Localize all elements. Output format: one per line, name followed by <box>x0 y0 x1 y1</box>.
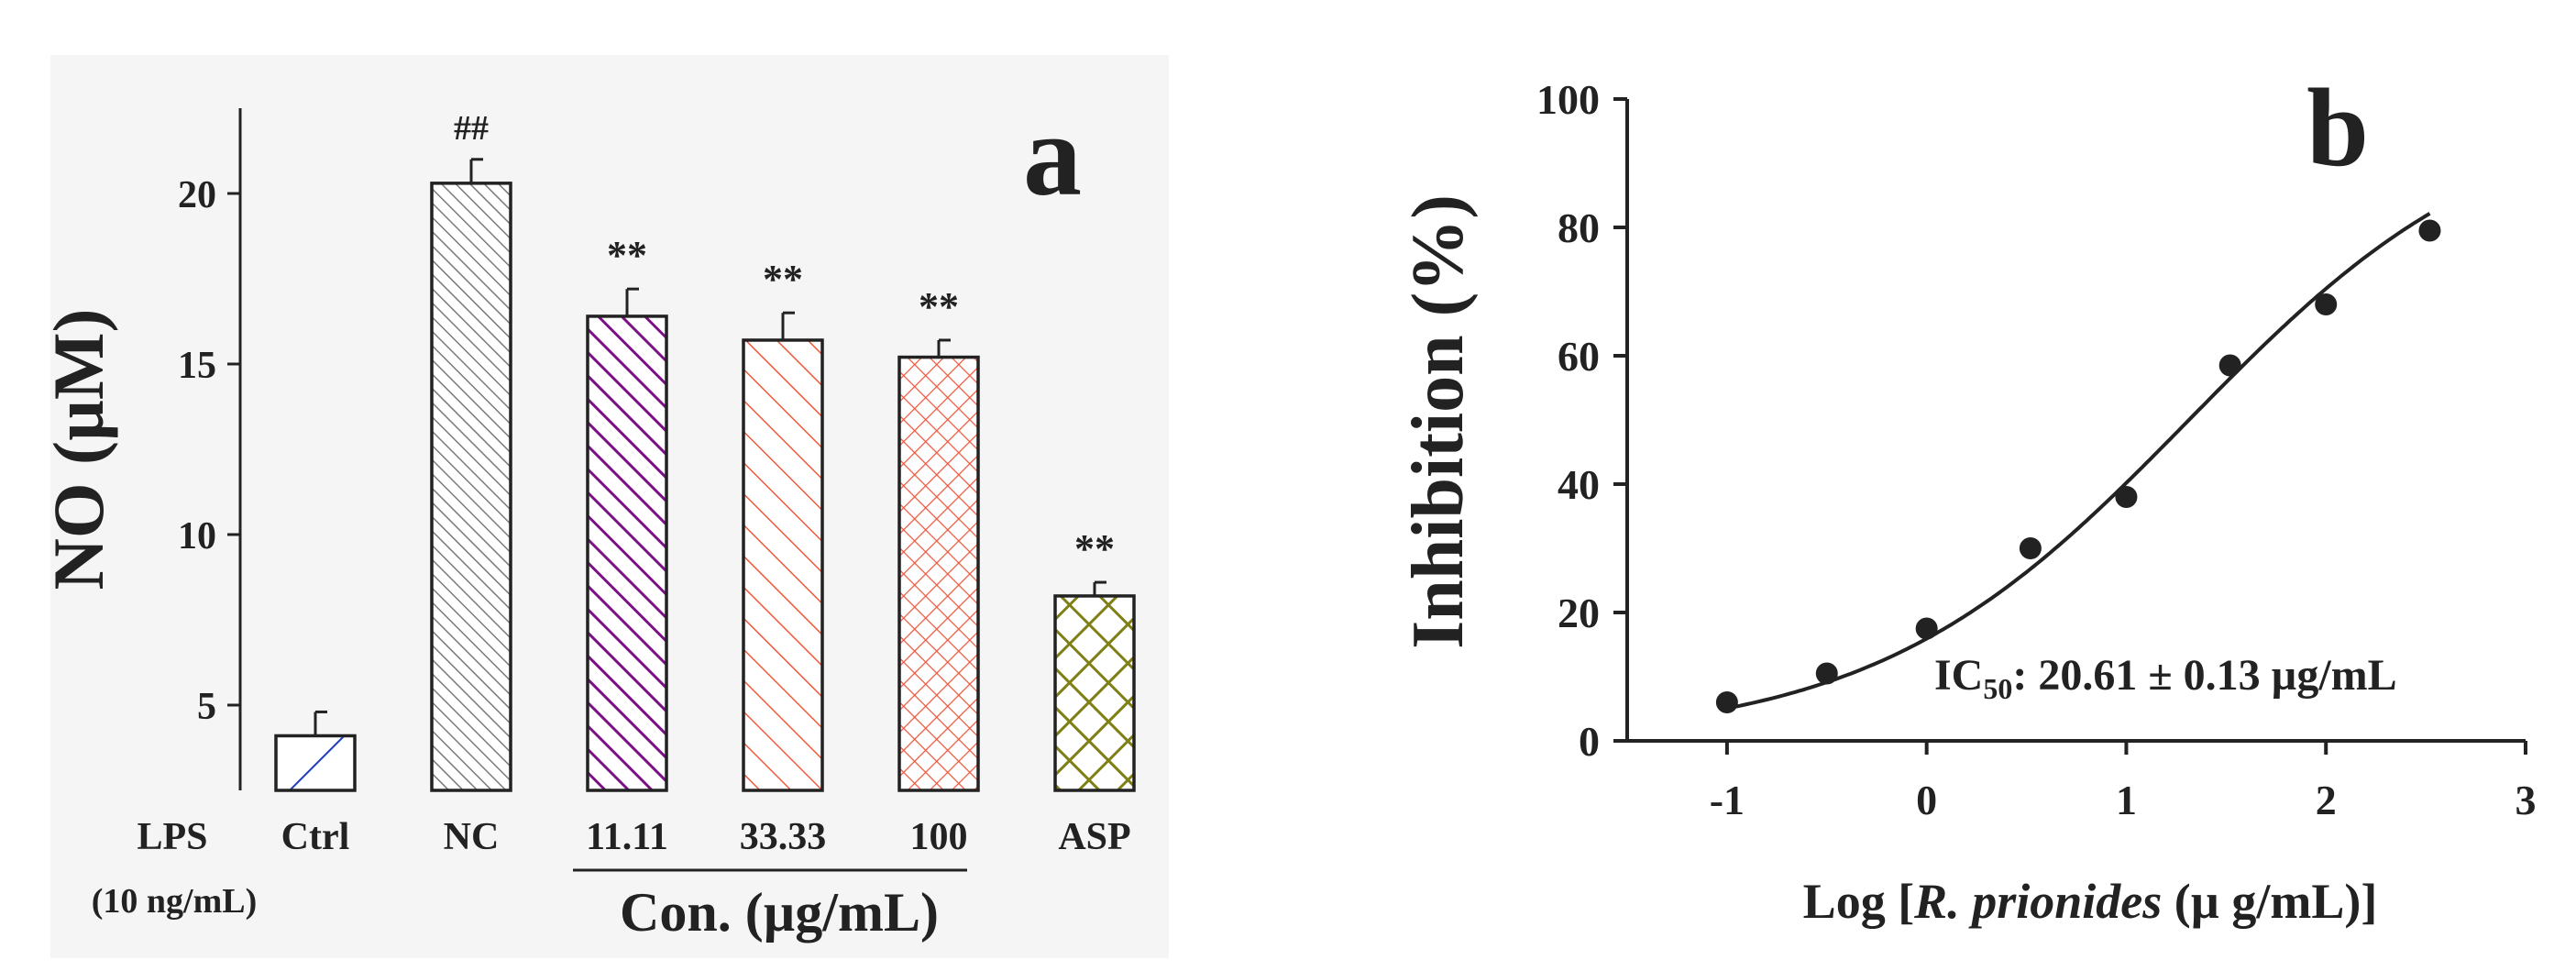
significance-marker: ** <box>1074 526 1115 571</box>
panel-a-y-tick-label: 20 <box>178 174 216 216</box>
panel-b-y-tick-label: 20 <box>1558 590 1600 636</box>
panel-b-y-tick-label: 80 <box>1558 204 1600 251</box>
significance-marker: ** <box>763 257 803 302</box>
panel-b-x-ticks: -1 0 1 2 3 <box>1710 741 2537 823</box>
fit-curve <box>1726 212 2431 711</box>
panel-b-y-tick-label: 100 <box>1536 76 1600 123</box>
panel-b-y-axis-label: Inhibition (%) <box>1398 194 1479 649</box>
bar <box>742 338 824 792</box>
panel-a-y-tick-label: 10 <box>178 515 216 557</box>
bar <box>430 182 512 792</box>
category-label: NC <box>444 816 500 858</box>
panel-b-y-tick-label: 60 <box>1558 333 1600 380</box>
panel-b-x-tick-label: -1 <box>1710 777 1745 823</box>
panel-b-x-tick-label: 0 <box>1916 777 1937 823</box>
data-point <box>2019 537 2042 559</box>
panel-a-y-tick-label: 15 <box>178 345 216 387</box>
lps-concentration: (10 ng/mL) <box>92 882 258 921</box>
panel-a: 5 10 15 20 Ctrl NC ## 11.11 ** 33.33 ** 100 ** ASP **… <box>39 55 1169 958</box>
lps-label: LPS <box>137 816 207 858</box>
bar <box>274 734 357 792</box>
significance-marker: ** <box>607 233 647 278</box>
panel-b-y-ticks: 0 20 40 60 80 100 <box>1536 76 1627 765</box>
data-point <box>2218 354 2241 377</box>
panel-b: 0 20 40 60 80 100 -1 0 1 2 3 Inhibition (%) b IC5… <box>1398 66 2537 929</box>
panel-a-bars: Ctrl NC ## 11.11 ** 33.33 ** 100 ** ASP ** <box>274 109 1136 858</box>
category-label: 11.11 <box>586 816 668 858</box>
category-label: Ctrl <box>281 816 350 858</box>
data-point <box>2115 486 2138 508</box>
category-label: 33.33 <box>740 816 827 858</box>
panel-a-y-axis-label: NO (µM) <box>39 308 118 590</box>
data-point <box>1715 691 1738 713</box>
bar <box>1053 594 1136 792</box>
data-point <box>2418 219 2441 242</box>
panel-a-y-tick-label: 5 <box>197 686 216 728</box>
panel-b-x-tick-label: 3 <box>2515 777 2537 823</box>
panel-b-x-tick-label: 1 <box>2116 777 2137 823</box>
data-points <box>1715 219 2441 713</box>
concentration-group-label: Con. (µg/mL) <box>620 882 939 943</box>
significance-marker: ## <box>454 109 489 148</box>
panel-a-letter: a <box>1023 90 1082 220</box>
bar <box>897 355 980 792</box>
panel-b-letter: b <box>2306 66 2369 190</box>
panel-b-y-tick-label: 0 <box>1579 718 1600 765</box>
significance-marker: ** <box>919 284 959 329</box>
bar <box>586 314 668 792</box>
data-point <box>2315 293 2338 315</box>
panel-b-x-tick-label: 2 <box>2316 777 2337 823</box>
category-label: ASP <box>1058 816 1130 858</box>
ic50-annotation: IC50: 20.61 ± 0.13 µg/mL <box>1934 651 2397 705</box>
panel-b-y-tick-label: 40 <box>1558 461 1600 508</box>
panel-b-x-axis-label: Log [R. prionides (µ g/mL)] <box>1803 874 2378 929</box>
data-point <box>1915 617 1938 640</box>
data-point <box>1815 662 1838 685</box>
category-label: 100 <box>910 816 968 858</box>
ic50-subscript: 50 <box>1983 672 2012 705</box>
panel-a-y-ticks: 5 10 15 20 <box>178 174 240 728</box>
